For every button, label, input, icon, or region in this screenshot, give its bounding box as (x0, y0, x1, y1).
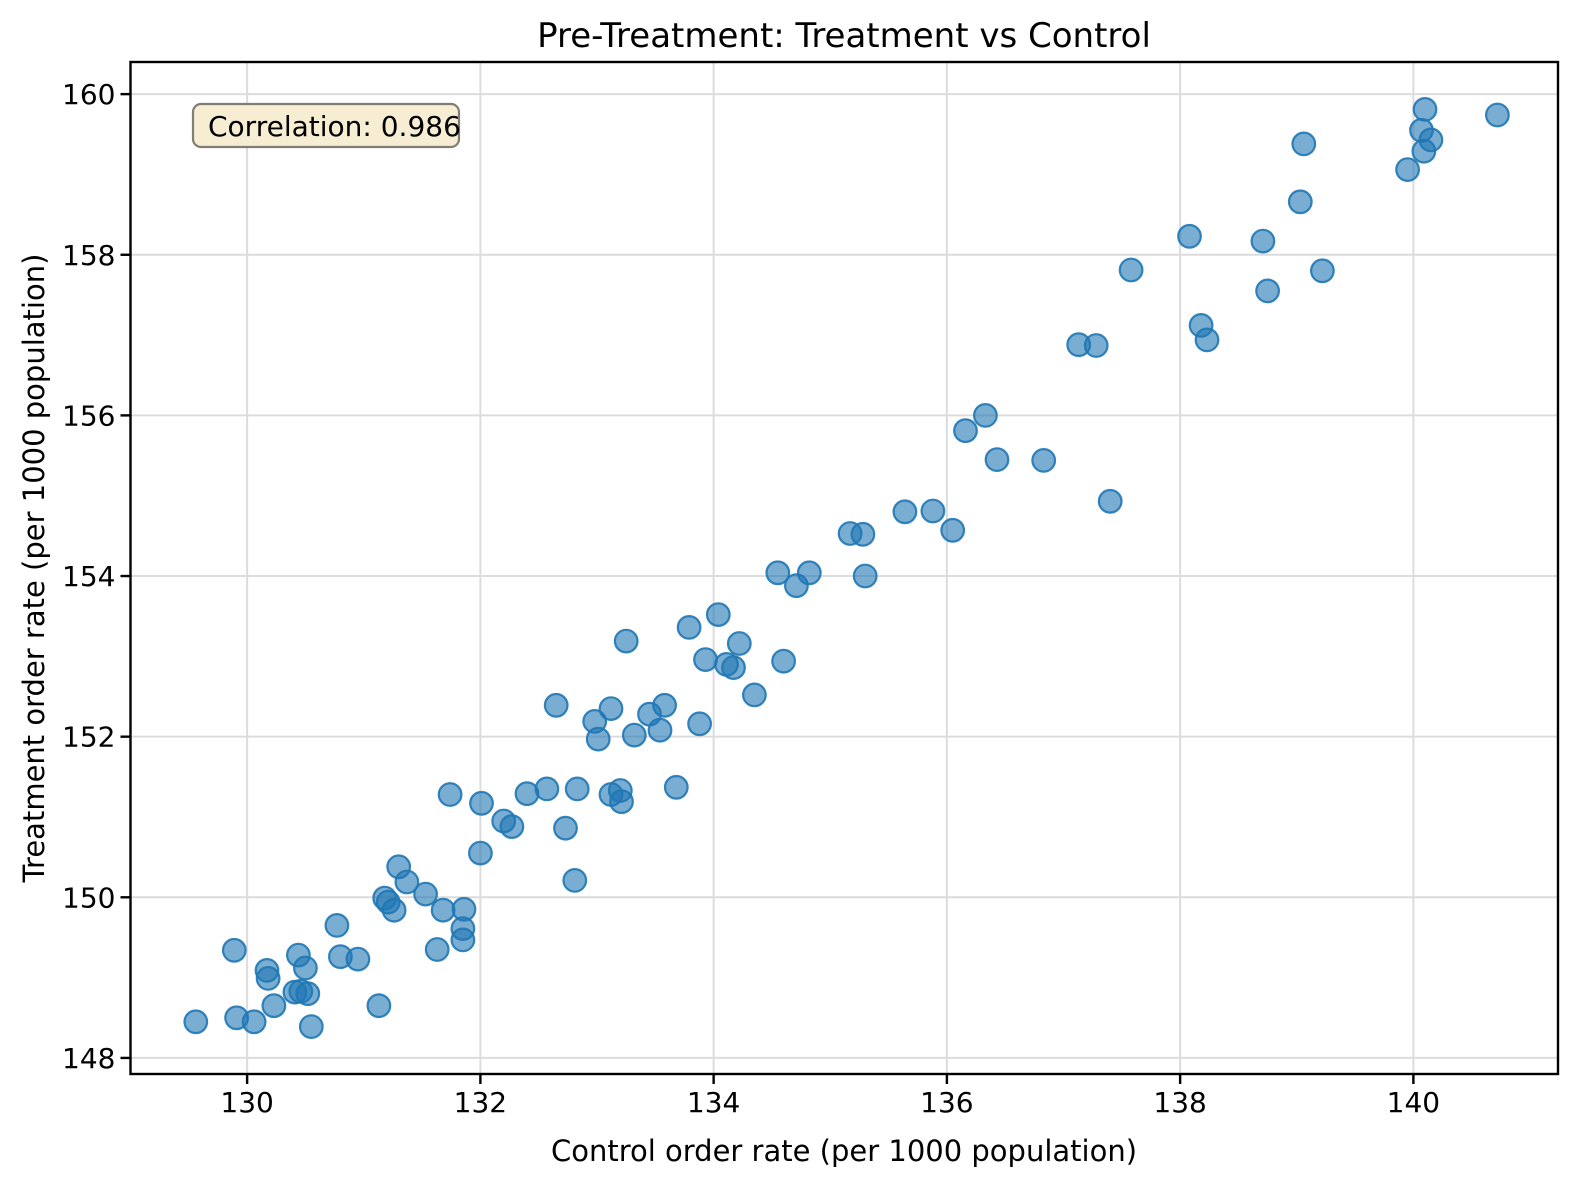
data-point (1291, 131, 1317, 157)
data-point (295, 981, 321, 1007)
data-point (687, 711, 712, 737)
data-point (796, 560, 822, 586)
data-point (940, 517, 966, 543)
x-tick-label: 136 (920, 1086, 973, 1119)
data-point (324, 913, 350, 938)
data-point (534, 776, 560, 802)
data-point (652, 692, 677, 718)
x-tick-label: 140 (1387, 1086, 1440, 1119)
data-point (543, 692, 569, 718)
y-tick-label: 160 (62, 78, 115, 111)
y-tick-label: 150 (62, 881, 115, 914)
data-point (693, 647, 718, 672)
data-point (676, 615, 702, 640)
data-point (1250, 228, 1276, 254)
data-point (499, 814, 525, 839)
data-point (1031, 448, 1057, 473)
data-point (609, 789, 634, 815)
data-point (437, 782, 463, 807)
data-point (953, 418, 978, 444)
data-point (381, 897, 407, 923)
data-point (183, 1009, 209, 1035)
y-tick-label: 156 (62, 399, 115, 432)
correlation-annotation: Correlation: 0.986 (191, 102, 461, 149)
data-point (1287, 189, 1313, 215)
data-point (1194, 327, 1220, 353)
data-point (585, 726, 611, 752)
data-point (1118, 257, 1144, 283)
x-tick-label: 130 (220, 1086, 273, 1119)
data-point (892, 499, 918, 525)
scatter-points (183, 96, 1510, 1039)
data-point (920, 498, 946, 524)
data-point (451, 896, 477, 922)
x-tick-label: 132 (454, 1086, 507, 1119)
data-point (663, 774, 689, 800)
x-gridlines (246, 62, 1415, 1074)
data-point (255, 966, 281, 991)
data-point (468, 840, 493, 866)
data-point (261, 993, 287, 1019)
data-point (765, 560, 791, 586)
axis-ticks (120, 92, 1415, 1084)
plot-area (130, 62, 1558, 1074)
x-tick-labels: 130 132 134 136 138 140 (220, 1086, 1440, 1119)
data-point (742, 682, 767, 708)
data-point (430, 897, 456, 923)
y-tick-label: 154 (62, 560, 115, 593)
data-point (705, 602, 731, 627)
data-point (298, 1014, 324, 1039)
data-point (564, 776, 590, 802)
y-tick-label: 158 (62, 239, 115, 272)
x-tick-label: 134 (687, 1086, 740, 1119)
data-point (221, 937, 247, 963)
data-point (1083, 333, 1109, 358)
data-point (562, 868, 588, 893)
plot-border (129, 60, 1560, 1076)
data-point (1395, 157, 1420, 183)
data-point (394, 869, 420, 895)
data-point (973, 403, 998, 428)
data-point (598, 696, 624, 721)
plot-title: Pre-Treatment: Treatment vs Control (537, 16, 1151, 56)
data-point (1309, 258, 1335, 284)
data-point (1412, 96, 1438, 122)
data-point (984, 447, 1010, 473)
x-tick-label: 138 (1153, 1086, 1206, 1119)
data-point (1418, 127, 1444, 153)
data-point (424, 937, 450, 962)
y-tick-label: 148 (62, 1042, 115, 1075)
data-point (1097, 488, 1123, 514)
data-point (469, 790, 494, 816)
data-point (1484, 102, 1510, 128)
annotation-box (191, 102, 461, 149)
data-point (553, 815, 578, 841)
data-point (293, 955, 318, 981)
data-point (721, 655, 746, 680)
correlation-label: Correlation: 0.986 (208, 110, 461, 143)
data-point (613, 628, 639, 654)
y-gridlines (130, 93, 1558, 1059)
y-axis-label: Treatment order rate (per 1000 populatio… (17, 254, 51, 884)
data-point (852, 563, 878, 589)
data-point (726, 631, 752, 656)
data-point (345, 946, 371, 972)
x-axis-label: Control order rate (per 1000 population) (551, 1134, 1137, 1168)
data-point (647, 717, 673, 743)
data-point (621, 722, 647, 748)
data-point (366, 993, 392, 1019)
data-point (1255, 278, 1280, 304)
data-point (850, 521, 876, 547)
y-tick-label: 152 (62, 721, 115, 754)
data-point (413, 881, 439, 907)
data-point (1177, 223, 1202, 249)
y-tick-labels: 148 150 152 154 156 158 160 (62, 78, 115, 1075)
data-point (241, 1009, 267, 1035)
data-point (771, 648, 796, 674)
